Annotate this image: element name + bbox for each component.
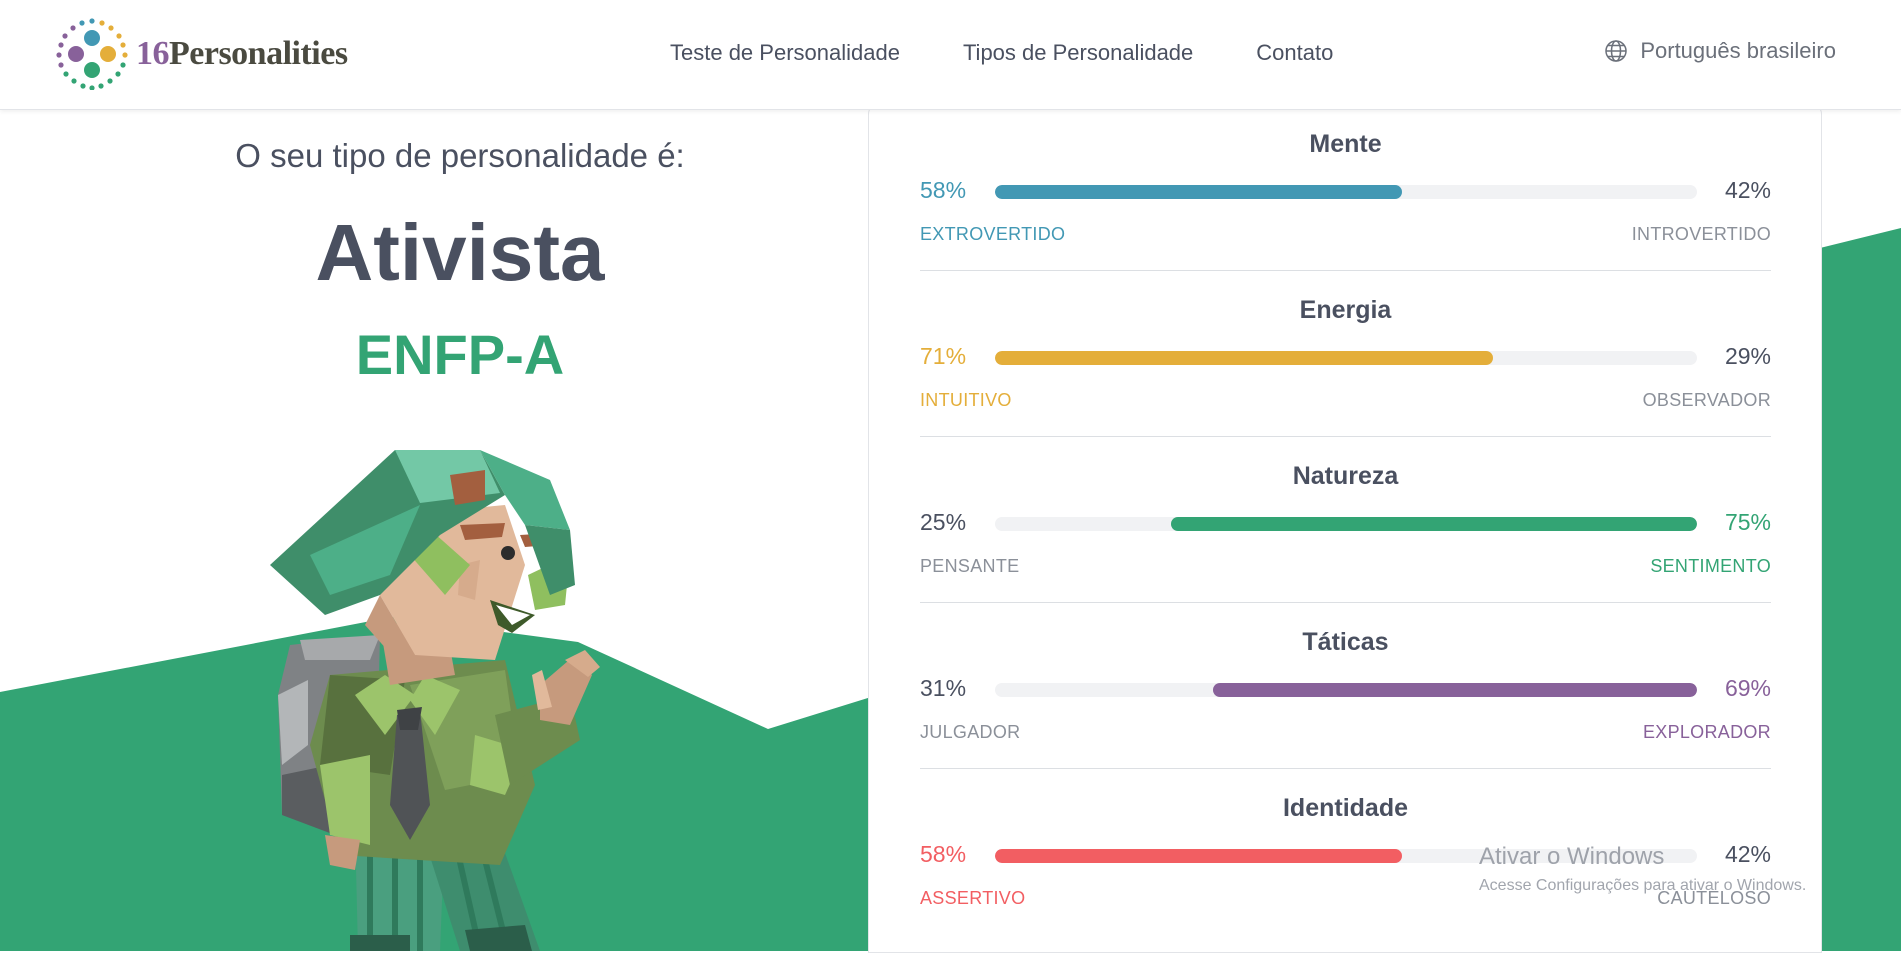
campaigner-character-illustration <box>270 450 600 951</box>
language-selector[interactable]: Português brasileiro <box>1604 38 1836 64</box>
nav-contact[interactable]: Contato <box>1256 40 1334 65</box>
brand-name: 16Personalities <box>136 35 348 73</box>
personality-type-code: ENFP-A <box>355 323 565 386</box>
trait-bar-fill <box>1212 683 1697 697</box>
globe-icon <box>1605 40 1628 62</box>
trait-bar <box>995 351 1697 365</box>
trait-title: Mente <box>1309 130 1382 158</box>
trait-left-pole: JULGADOR <box>920 722 1021 742</box>
trait-right-pole: INTROVERTIDO <box>1631 224 1771 244</box>
divider <box>920 768 1771 769</box>
divider <box>920 270 1771 271</box>
language-label: Português brasileiro <box>1640 38 1836 63</box>
trait-bar <box>995 517 1697 531</box>
trait-left-percent: 58% <box>920 177 967 203</box>
trait-bar-fill <box>1170 517 1697 531</box>
trait-left-percent: 71% <box>920 343 967 369</box>
trait-left-percent: 25% <box>920 509 967 535</box>
trait-left-pole: PENSANTE <box>920 556 1020 576</box>
trait-left-pole: EXTROVERTIDO <box>920 224 1066 244</box>
trait-nature: Natureza 25% 75% PENSANTE SENTIMENTO <box>920 437 1771 603</box>
trait-right-percent: 29% <box>1724 343 1771 369</box>
site-header: 16Personalities Teste de Personalidade T… <box>0 0 1901 110</box>
trait-title: Identidade <box>1282 794 1408 822</box>
trait-bar-fill <box>995 849 1403 863</box>
main-nav: Teste de Personalidade Tipos de Personal… <box>670 40 1333 66</box>
trait-tactics: Táticas 31% 69% JULGADOR EXPLORADOR <box>920 603 1771 769</box>
trait-title: Táticas <box>1302 628 1389 656</box>
trait-right-percent: 75% <box>1724 509 1771 535</box>
trait-right-percent: 69% <box>1724 675 1771 701</box>
trait-bar <box>995 683 1697 697</box>
divider <box>920 436 1771 437</box>
nav-personality-test[interactable]: Teste de Personalidade <box>670 40 900 65</box>
trait-right-percent: 42% <box>1724 841 1771 867</box>
result-intro: O seu tipo de personalidade é: <box>235 137 685 174</box>
trait-bar-fill <box>995 185 1403 199</box>
trait-bar-fill <box>995 351 1494 365</box>
trait-left-pole: INTUITIVO <box>920 390 1012 410</box>
trait-right-pole: OBSERVADOR <box>1642 390 1771 410</box>
divider <box>920 602 1771 603</box>
trait-title: Natureza <box>1292 462 1399 490</box>
trait-results-card: Mente 58% 42% EXTROVERTIDO INTROVERTIDO … <box>868 104 1822 953</box>
brand-number: 16 <box>136 35 170 72</box>
trait-energy: Energia 71% 29% INTUITIVO OBSERVADOR <box>920 271 1771 437</box>
logo[interactable]: 16Personalities <box>56 18 348 90</box>
logo-icon <box>56 18 128 90</box>
trait-identity: Identidade 58% 42% ASSERTIVO CAUTELOSO <box>920 769 1771 935</box>
trait-bar <box>995 849 1697 863</box>
trait-left-percent: 31% <box>920 675 967 701</box>
personality-type-name: Ativista <box>315 208 605 297</box>
trait-mind: Mente 58% 42% EXTROVERTIDO INTROVERTIDO <box>920 105 1771 271</box>
trait-right-pole: CAUTELOSO <box>1657 888 1771 908</box>
trait-left-percent: 58% <box>920 841 967 867</box>
trait-bar <box>995 185 1697 199</box>
trait-right-percent: 42% <box>1724 177 1771 203</box>
trait-title: Energia <box>1299 296 1392 324</box>
trait-left-pole: ASSERTIVO <box>920 888 1026 908</box>
trait-right-pole: SENTIMENTO <box>1650 556 1771 576</box>
trait-right-pole: EXPLORADOR <box>1642 722 1771 742</box>
brand-word: Personalities <box>169 35 348 72</box>
nav-personality-types[interactable]: Tipos de Personalidade <box>962 40 1194 65</box>
